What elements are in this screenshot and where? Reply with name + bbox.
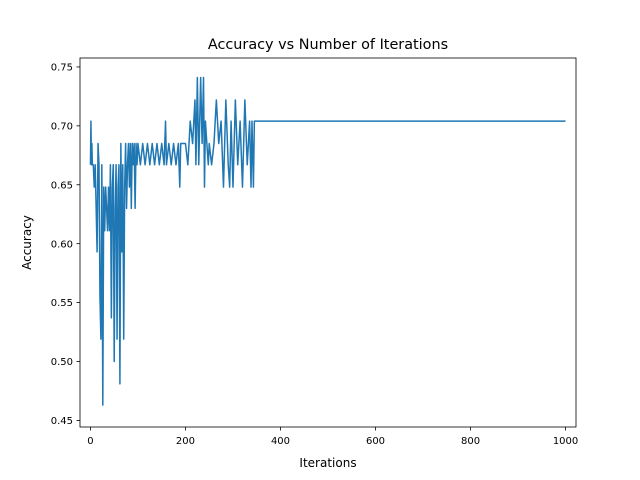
y-axis-label: Accuracy: [20, 215, 34, 270]
x-axis: 0 200 400 600 800 1000: [87, 427, 578, 447]
x-axis-label: Iterations: [299, 456, 356, 470]
y-tick-label: 0.65: [51, 180, 73, 191]
y-axis: 0.45 0.50 0.55 0.60 0.65 0.70 0.75: [51, 63, 80, 427]
y-tick-label: 0.45: [51, 416, 73, 427]
y-tick-label: 0.55: [51, 298, 73, 309]
series-line: [89, 76, 566, 406]
x-tick-label: 400: [271, 436, 290, 447]
x-tick-label: 0: [87, 436, 93, 447]
x-tick-label: 1000: [553, 436, 578, 447]
plot-frame: [79, 57, 577, 428]
x-tick-label: 800: [461, 436, 480, 447]
y-tick-label: 0.70: [51, 121, 73, 132]
y-tick-label: 0.60: [51, 239, 73, 250]
plot-area: [89, 76, 566, 406]
chart-title: Accuracy vs Number of Iterations: [208, 37, 448, 53]
x-tick-label: 200: [176, 436, 195, 447]
x-tick-label: 600: [366, 436, 385, 447]
y-tick-label: 0.75: [51, 63, 73, 74]
y-tick-label: 0.50: [51, 357, 73, 368]
